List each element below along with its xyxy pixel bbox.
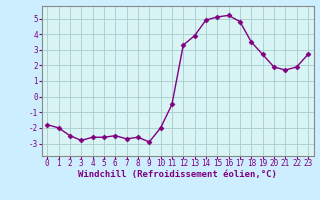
X-axis label: Windchill (Refroidissement éolien,°C): Windchill (Refroidissement éolien,°C) bbox=[78, 170, 277, 179]
